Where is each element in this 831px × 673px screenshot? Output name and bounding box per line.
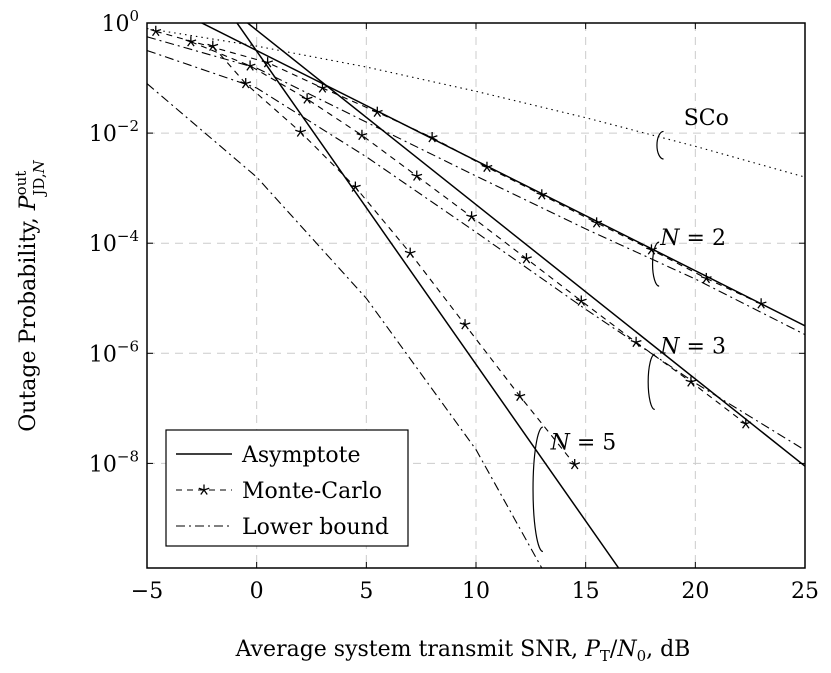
ticks: −5 0 5 10 15 20 25 100 10−2 10−4 10−6 10−8: [89, 7, 819, 604]
marker-monte-carlo-n-3: [685, 376, 697, 387]
x-axis-label: Average system transmit SNR, PT/N0, dB: [235, 637, 691, 665]
y-tick-label: 10−2: [89, 117, 139, 147]
legend: Asymptote Monte-Carlo Lower bound: [165, 429, 409, 547]
annotation-ellipse-n-3: [647, 353, 655, 411]
series-line-asymptote-n-5: [236, 23, 620, 568]
marker-monte-carlo-n-3: [521, 253, 532, 264]
marker-monte-carlo-n-3: [411, 170, 423, 181]
marker-monte-carlo-n-5: [207, 40, 219, 51]
marker-monte-carlo-n-5: [295, 126, 306, 137]
marker-monte-carlo-n-2: [481, 161, 493, 173]
marker-monte-carlo-n-3: [356, 129, 368, 141]
marker-monte-carlo-n-5: [240, 78, 252, 89]
legend-label-monte-carlo: Monte-Carlo: [242, 479, 382, 504]
marker-monte-carlo-n-5: [569, 459, 581, 470]
y-axis-label: Outage Probability, PoutJD,N: [12, 159, 48, 431]
marker-monte-carlo-n-5: [404, 247, 416, 258]
marker-monte-carlo-n-2: [262, 57, 274, 68]
annotation-label-n-3: N = 3: [659, 334, 726, 359]
series-line-lower-bound-n-3: [147, 49, 805, 451]
series-line-sco: [147, 27, 805, 178]
marker-monte-carlo-n-5: [514, 390, 526, 402]
legend-box: [165, 429, 409, 547]
marker-monte-carlo-n-3: [244, 60, 256, 71]
marker-monte-carlo-n-2: [755, 298, 767, 309]
marker-monte-carlo-n-2: [317, 82, 328, 93]
x-tick-label: 25: [791, 579, 819, 604]
annotation-label-n-5: N = 5: [550, 431, 617, 456]
series-line-monte-carlo-n-2: [155, 30, 762, 305]
marker-monte-carlo-n-5: [349, 181, 361, 192]
series-line-lower-bound-n-2: [147, 36, 805, 336]
annotation-ellipse-n-2: [651, 241, 660, 287]
y-tick-label: 100: [101, 7, 139, 37]
marker-monte-carlo-n-3: [185, 36, 197, 47]
x-tick-label: −5: [131, 579, 163, 604]
marker-monte-carlo-n-2: [591, 217, 603, 228]
annotation-ellipse-sco: [656, 130, 664, 160]
grid: [146, 22, 806, 568]
legend-label-asymptote: Asymptote: [241, 443, 361, 468]
marker-monte-carlo-n-3: [575, 295, 587, 306]
legend-label-lower-bound: Lower bound: [242, 515, 389, 540]
x-tick-label: 10: [462, 579, 490, 604]
marker-monte-carlo-n-2: [426, 132, 438, 143]
marker-monte-carlo-n-3: [301, 93, 313, 104]
series-line-monte-carlo-n-5: [212, 45, 576, 465]
series-layer: [147, 23, 805, 568]
annotation-label-n-2: N = 2: [659, 226, 726, 251]
marker-monte-carlo-n-2: [371, 106, 383, 118]
x-tick-label: 20: [681, 579, 709, 604]
annotations: SCo N = 2 N = 3 N = 5: [532, 106, 729, 553]
legend-marker-monte-carlo: [198, 484, 210, 495]
x-tick-label: 15: [572, 579, 600, 604]
y-tick-label: 10−6: [89, 337, 139, 367]
marker-monte-carlo-n-3: [466, 211, 478, 222]
x-tick-label: 0: [250, 579, 264, 604]
series-line-lower-bound-n-5: [147, 83, 543, 568]
marker-monte-carlo-n-2: [536, 189, 548, 200]
x-tick-label: 5: [359, 579, 373, 604]
marker-monte-carlo-n-5: [459, 319, 471, 330]
annotation-ellipse-n-5: [532, 426, 544, 553]
marker-monte-carlo-n-3: [740, 418, 752, 429]
y-tick-label: 10−8: [89, 447, 139, 477]
annotation-label-sco: SCo: [684, 106, 729, 131]
marker-monte-carlo-n-2: [700, 272, 712, 284]
series-line-asymptote-n-2: [200, 23, 805, 327]
y-tick-label: 10−4: [89, 227, 139, 257]
marker-monte-carlo-n-2: [150, 25, 162, 37]
